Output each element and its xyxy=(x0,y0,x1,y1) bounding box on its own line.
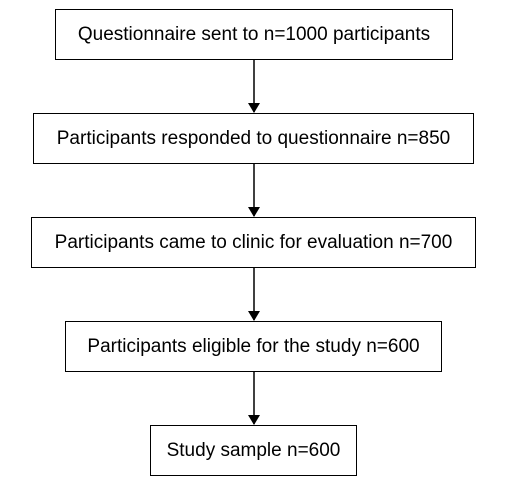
step-questionnaire-sent: Questionnaire sent to n=1000 participant… xyxy=(55,9,453,60)
step-study-sample: Study sample n=600 xyxy=(150,425,357,476)
step-eligible-participants: Participants eligible for the study n=60… xyxy=(65,321,442,372)
step-participants-responded: Participants responded to questionnaire … xyxy=(33,113,474,164)
step-clinic-evaluation: Participants came to clinic for evaluati… xyxy=(31,217,476,268)
